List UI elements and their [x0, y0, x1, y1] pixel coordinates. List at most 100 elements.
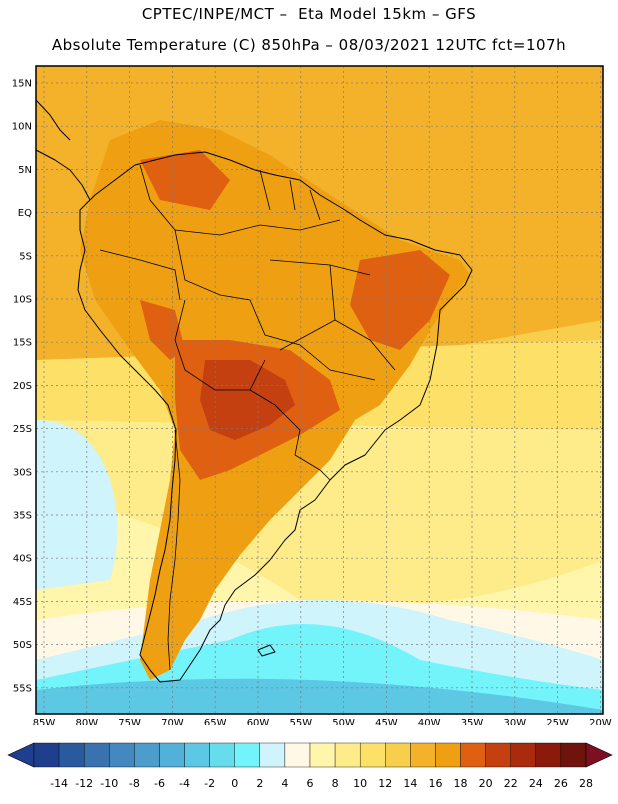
lat-label: 5N — [18, 165, 32, 176]
border-bolivia — [174, 299, 266, 391]
legend-tick-label: 16 — [428, 777, 442, 790]
temperature-map: 15N 10N 5N EQ 5S 10S 15S 20S 25S 30S 35S 40S 45S 50S 5… — [0, 60, 618, 725]
legend-tick-label: -2 — [204, 777, 215, 790]
longitude-labels: 85W 80W 75W 70W 65W 60W 55W 50W 45W 40W 35W 30W 25W 2… — [33, 718, 612, 725]
lat-label: 10N — [12, 122, 32, 133]
lat-label: 55S — [13, 683, 32, 694]
lon-label: 40W — [418, 718, 441, 725]
border-brazil-states — [269, 259, 396, 381]
legend-tick-label: 26 — [554, 777, 568, 790]
legend-color-box — [259, 742, 286, 768]
legend-color-box — [510, 742, 537, 768]
legend-tick-label: 12 — [378, 777, 392, 790]
lon-label: 85W — [33, 718, 56, 725]
falklands — [257, 644, 276, 657]
lon-label: 30W — [503, 718, 526, 725]
lon-label: 25W — [546, 718, 569, 725]
legend-overflow-arrow — [585, 742, 613, 768]
legend-color-box — [159, 742, 185, 768]
legend-tick-label: 22 — [504, 777, 518, 790]
lat-label: 50S — [13, 640, 32, 651]
legend-color-box — [410, 742, 436, 768]
legend-tick-label: -6 — [154, 777, 165, 790]
legend-color-box — [385, 742, 411, 768]
coastlines — [35, 99, 473, 683]
legend-color-box — [58, 742, 85, 768]
lat-label: 5S — [19, 251, 32, 262]
legend-tick-labels: -14 -12 -10 -8 -6 -4 -2 0 2 4 6 8 10 12 14 16 18 20 22 24 26… — [50, 777, 593, 790]
legend-color-box — [234, 742, 261, 768]
lon-label: 75W — [118, 718, 141, 725]
lon-label: 45W — [375, 718, 398, 725]
lon-label: 60W — [247, 718, 270, 725]
lat-lon-grid — [36, 66, 603, 714]
lat-label: 30S — [13, 467, 32, 478]
legend-tick-label: 14 — [403, 777, 417, 790]
country-borders — [99, 164, 396, 671]
legend-tick-label: -12 — [75, 777, 93, 790]
legend-tick-label: -4 — [179, 777, 190, 790]
legend-color-box — [109, 742, 135, 768]
border-guianas — [259, 169, 321, 221]
andes-hot-zone — [140, 300, 185, 360]
lon-label: 80W — [75, 718, 98, 725]
map-title-line-1: CPTEC/INPE/MCT – Eta Model 15km – GFS — [141, 5, 477, 23]
legend-color-box — [309, 742, 336, 768]
lon-label: 55W — [289, 718, 312, 725]
north-hot-zone — [140, 150, 230, 210]
legend-tick-label: 10 — [353, 777, 367, 790]
lon-label: 35W — [461, 718, 484, 725]
legend-color-box — [560, 742, 587, 768]
border-brazil-west — [174, 229, 331, 371]
legend-color-box — [184, 742, 210, 768]
legend-tick-label: 4 — [281, 777, 288, 790]
border-colombia-venezuela — [139, 164, 176, 231]
border-brazil-north — [174, 219, 341, 236]
lat-label: 40S — [13, 554, 32, 565]
temperature-field — [36, 66, 603, 714]
legend-color-box — [359, 742, 386, 768]
lat-label: 20S — [13, 381, 32, 392]
legend-color-box — [209, 742, 235, 768]
legend-color-box — [535, 742, 562, 768]
border-peru-ecuador — [99, 249, 181, 301]
legend-color-box — [284, 742, 311, 768]
caribbean-coastline — [35, 99, 71, 141]
legend-tick-label: -10 — [100, 777, 118, 790]
lon-label: 20W — [589, 718, 612, 725]
lat-label: 25S — [13, 424, 32, 435]
legend-tick-label: 20 — [479, 777, 493, 790]
legend-tick-label: 28 — [579, 777, 593, 790]
color-legend: -14 -12 -10 -8 -6 -4 -2 0 2 4 6 8 10 12 14 16 18 20 22 24 26… — [0, 740, 618, 800]
legend-tick-label: 6 — [307, 777, 314, 790]
map-frame — [35, 65, 604, 715]
border-paraguay — [249, 389, 301, 456]
border-uruguay — [294, 454, 331, 481]
legend-tick-label: 18 — [454, 777, 468, 790]
lon-label: 70W — [161, 718, 184, 725]
lat-label: 10S — [13, 295, 32, 306]
legend-underflow-arrow — [7, 742, 35, 768]
map-title-line-2: Absolute Temperature (C) 850hPa – 08/03/… — [51, 36, 567, 54]
lat-label: 15N — [12, 79, 32, 90]
northeast-hot-zone — [350, 250, 450, 350]
lat-label: 15S — [13, 338, 32, 349]
legend-tick-label: -8 — [129, 777, 140, 790]
latitude-labels: 15N 10N 5N EQ 5S 10S 15S 20S 25S 30S 35S 40S 45S 50S 5… — [12, 79, 32, 695]
hot-core — [200, 360, 295, 440]
legend-tick-label: 2 — [256, 777, 263, 790]
lon-label: 50W — [332, 718, 355, 725]
lat-label: 45S — [13, 597, 32, 608]
legend-color-box — [134, 742, 160, 768]
legend-color-box — [334, 742, 361, 768]
legend-tick-label: -14 — [50, 777, 68, 790]
legend-tick-label: 24 — [529, 777, 543, 790]
lat-label: 35S — [13, 511, 32, 522]
legend-color-box — [33, 742, 60, 768]
cold-patch-west — [36, 420, 118, 590]
lon-label: 65W — [204, 718, 227, 725]
legend-color-box — [460, 742, 486, 768]
legend-color-boxes — [33, 742, 587, 768]
legend-tick-label: 8 — [332, 777, 339, 790]
legend-color-box — [83, 742, 110, 768]
